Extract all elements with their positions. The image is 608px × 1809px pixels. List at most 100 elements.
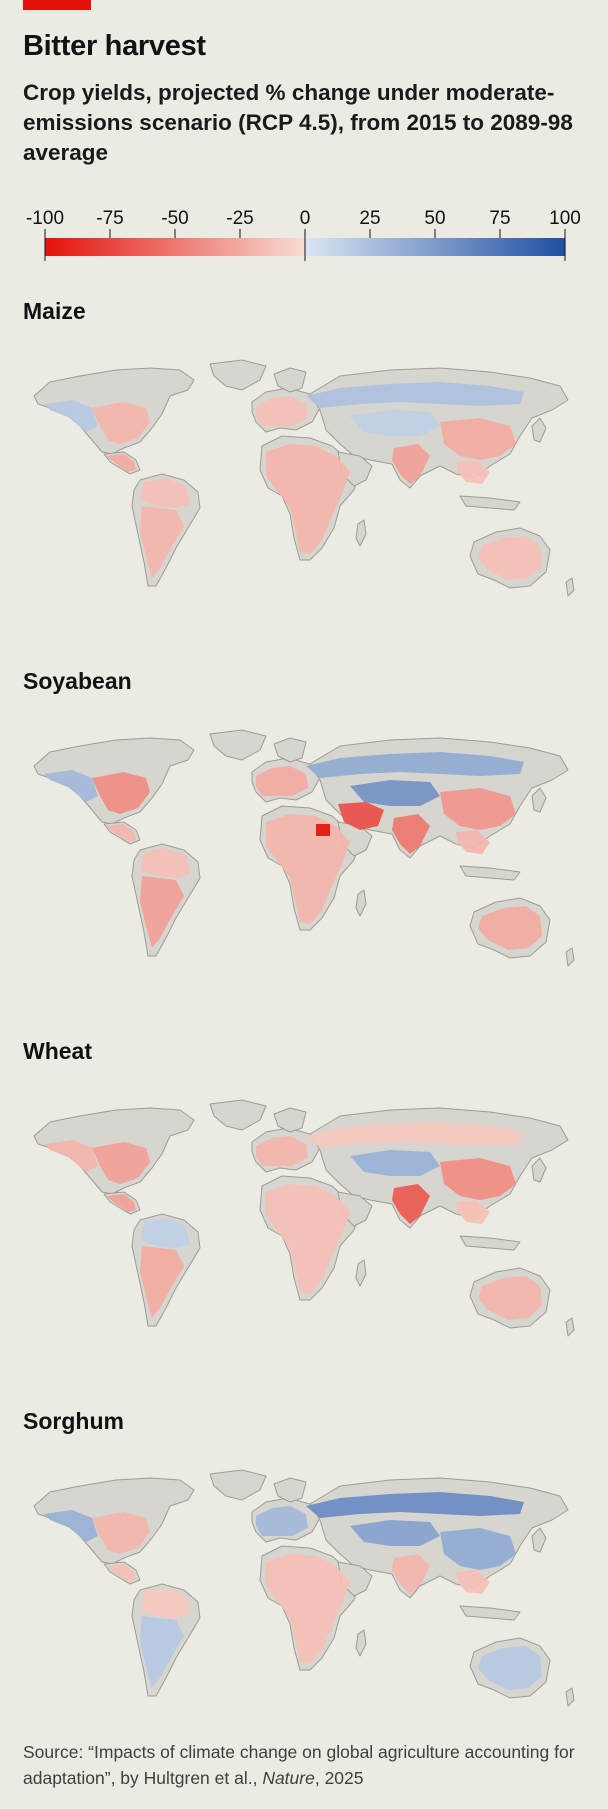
yield-region-north-america-east [92,1142,150,1184]
yield-region-africa [266,814,350,924]
yield-region-australia [478,536,542,580]
legend-tick-label: -50 [161,208,188,229]
legend-tick-label: 25 [359,208,380,229]
yield-region-australia [478,1276,542,1320]
yield-region-south-asia [392,1184,430,1224]
yield-region-south-america-north [140,848,190,878]
yield-region-australia [478,1646,542,1690]
yield-region-north-america-east [92,772,150,814]
legend-tick-label: 100 [549,208,581,229]
yield-region-africa [266,444,350,554]
legend-tick-label: 50 [424,208,445,229]
land-madagascar [355,889,367,917]
land-new-zealand [565,1687,575,1707]
yield-region-china [440,418,516,460]
panel-title-maize: Maize [23,298,86,324]
land-scandinavia [273,1477,307,1503]
yield-region-southeast-asia [456,1200,490,1224]
land-indonesia [459,495,521,511]
map-sorghum [20,1448,588,1748]
land-greenland [209,359,267,391]
yield-region-south-asia [392,814,430,854]
yield-region-china [440,1158,516,1200]
yield-region-south-america-north [140,1588,190,1618]
yield-region-central-asia [350,410,440,436]
land-scandinavia [273,737,307,763]
color-legend: -100 -75 -50 -25 0 25 50 75 100 [20,205,595,265]
map-wheat [20,1078,588,1378]
chart-title: Bitter harvest [23,30,206,62]
yield-region-europe [256,1506,308,1536]
panel-title-soyabean: Soyabean [23,668,132,694]
yield-region-north-america-east [92,1512,150,1554]
yield-region-south-america-south [140,1246,184,1318]
land-japan [531,417,547,443]
legend-tick-label: -100 [26,208,64,229]
yield-region-russia [306,1122,524,1148]
land-greenland [209,1469,267,1501]
land-japan [531,1157,547,1183]
yield-region-china [440,1528,516,1570]
yield-region-south-asia [392,444,430,484]
yield-region-middle-east [338,802,384,830]
yield-region-russia [306,1492,524,1518]
yield-region-central-asia [350,1150,440,1176]
yield-region-north-america-west [44,400,98,432]
yield-region-north-america-west [44,1140,98,1172]
yield-region-north-america-west [44,1510,98,1542]
yield-region-australia [478,906,542,950]
yield-region-russia [306,752,524,778]
panel-title-wheat: Wheat [23,1038,92,1064]
yield-region-central-asia [350,780,440,806]
yield-region-central-america [106,1194,136,1212]
yield-region-southeast-asia [456,1570,490,1594]
map-maize [20,338,588,638]
land-madagascar [355,519,367,547]
yield-region-central-asia [350,1520,440,1546]
yield-region-central-america [106,454,136,472]
yield-region-south-america-south [140,876,184,948]
yield-region-north-america-east [92,402,150,444]
yield-region-south-america-north [140,1218,190,1248]
yield-region-south-america-south [140,1616,184,1688]
yield-region-europe [256,1136,308,1166]
source-note: Source: “Impacts of climate change on gl… [23,1742,575,1788]
yield-region-china [440,788,516,830]
legend-tick-label: 75 [489,208,510,229]
yield-region-south-america-north [140,478,190,508]
legend-bar-positive [305,238,565,256]
yield-region-africa [266,1184,350,1294]
yield-region-central-america [106,824,136,842]
yield-region-north-america-west [44,770,98,802]
legend-bar-negative [45,238,305,256]
land-indonesia [459,1235,521,1251]
land-japan [531,787,547,813]
land-new-zealand [565,577,575,597]
land-indonesia [459,865,521,881]
yield-region-south-america-south [140,506,184,578]
panel-title-sorghum: Sorghum [23,1408,124,1434]
accent-bar [23,0,91,10]
land-greenland [209,1099,267,1131]
yield-region-central-america [106,1564,136,1582]
land-new-zealand [565,947,575,967]
land-greenland [209,729,267,761]
legend-scale: -100 -75 -50 -25 0 25 50 75 100 [26,208,581,261]
legend-tick-label: 0 [300,208,311,229]
land-madagascar [355,1259,367,1287]
land-japan [531,1527,547,1553]
chart-subtitle: Crop yields, projected % change under mo… [23,80,573,165]
map-soyabean [20,708,588,1008]
yield-region-egypt [316,824,330,836]
yield-region-southeast-asia [456,830,490,854]
land-madagascar [355,1629,367,1657]
yield-region-southeast-asia [456,460,490,484]
land-scandinavia [273,1107,307,1133]
legend-tick-label: -75 [96,208,123,229]
yield-region-europe [256,766,308,796]
legend-tick-label: -25 [226,208,253,229]
land-scandinavia [273,367,307,393]
yield-region-europe [256,396,308,426]
yield-region-africa [266,1554,350,1664]
land-indonesia [459,1605,521,1621]
